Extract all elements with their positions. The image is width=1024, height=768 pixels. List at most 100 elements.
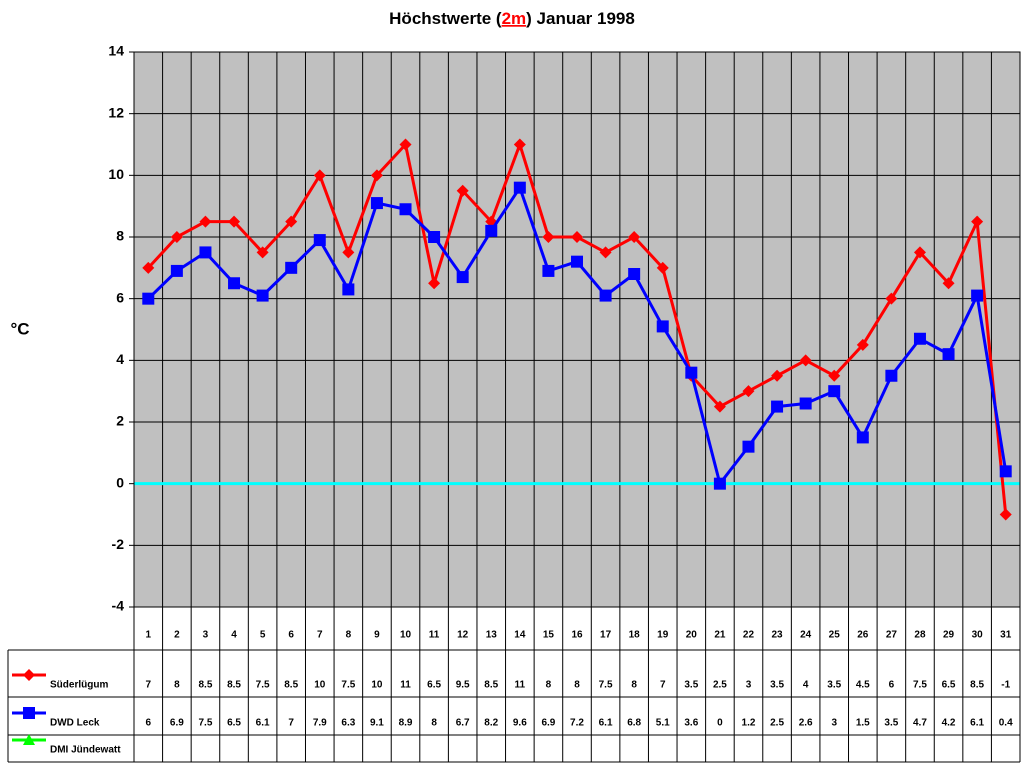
legend-label: DWD Leck — [50, 718, 100, 729]
table-value: 8.5 — [198, 680, 212, 691]
table-value: 6.5 — [227, 718, 241, 729]
marker — [656, 320, 669, 333]
table-value: 7.5 — [913, 680, 927, 691]
x-tick-label: 30 — [972, 630, 984, 641]
marker — [799, 397, 812, 410]
y-tick-label: 10 — [108, 166, 124, 182]
table-value: 6.5 — [427, 680, 441, 691]
table-value: 6.5 — [942, 680, 956, 691]
x-tick-label: 12 — [457, 630, 469, 641]
table-value: 8.2 — [484, 718, 498, 729]
table-value: 7.5 — [198, 718, 212, 729]
marker — [599, 289, 612, 302]
marker — [142, 261, 155, 274]
x-tick-label: 18 — [629, 630, 641, 641]
table-value: 7.9 — [313, 718, 327, 729]
y-tick-label: -4 — [112, 598, 125, 614]
table-value: 6.3 — [341, 718, 355, 729]
table-value: 4.5 — [856, 680, 870, 691]
table-value: 0.4 — [999, 718, 1013, 729]
y-tick-label: 2 — [116, 413, 124, 429]
table-value: 8 — [631, 680, 637, 691]
table-value: 8.9 — [399, 718, 413, 729]
marker — [542, 264, 555, 277]
table-value: 3.5 — [827, 680, 841, 691]
x-tick-label: 2 — [174, 630, 180, 641]
table-value: 3.5 — [884, 718, 898, 729]
marker — [628, 231, 641, 243]
marker — [170, 264, 183, 277]
table-value: 9.5 — [456, 680, 470, 691]
marker — [628, 268, 641, 280]
marker — [513, 181, 526, 194]
marker — [913, 246, 926, 259]
marker — [399, 138, 412, 151]
table-value: 2.5 — [713, 680, 727, 691]
marker — [971, 289, 984, 302]
marker — [999, 465, 1012, 478]
table-value: 11 — [400, 680, 411, 691]
x-tick-label: 8 — [346, 630, 352, 641]
marker — [599, 246, 612, 259]
table-value: 3.5 — [770, 680, 784, 691]
table-value: 6.1 — [970, 718, 984, 729]
legend-marker — [23, 734, 35, 745]
x-tick-label: 26 — [857, 630, 869, 641]
marker — [571, 231, 583, 243]
x-tick-label: 17 — [600, 630, 612, 641]
x-tick-label: 23 — [772, 630, 784, 641]
table-value: 9.1 — [370, 718, 384, 729]
table-value: 6.9 — [170, 718, 184, 729]
table-value: 8.5 — [284, 680, 298, 691]
x-tick-label: 24 — [800, 630, 812, 641]
x-tick-label: 15 — [543, 630, 555, 641]
table-value: 8.5 — [970, 680, 984, 691]
marker — [170, 231, 183, 243]
table-value: 7.2 — [570, 718, 584, 729]
table-value: 2.5 — [770, 718, 784, 729]
y-tick-label: 8 — [116, 228, 124, 244]
marker — [228, 215, 241, 228]
legend-label: Süderlügum — [50, 680, 108, 691]
y-tick-label: 4 — [116, 351, 124, 367]
marker — [713, 400, 726, 413]
x-tick-label: 4 — [231, 630, 237, 641]
x-tick-label: 22 — [743, 630, 755, 641]
marker — [771, 400, 784, 413]
x-tick-label: 28 — [914, 630, 926, 641]
table-value: 5.1 — [656, 718, 670, 729]
marker — [942, 348, 955, 361]
marker — [713, 477, 726, 490]
table-value: 6 — [889, 680, 895, 691]
marker — [456, 271, 469, 284]
marker — [485, 224, 498, 237]
table-value: -1 — [1001, 680, 1010, 691]
x-tick-label: 21 — [714, 630, 726, 641]
x-tick-label: 11 — [429, 630, 440, 641]
x-tick-label: 3 — [203, 630, 209, 641]
table-value: 8 — [574, 680, 580, 691]
chart-title: Höchstwerte (2m) Januar 1998 — [389, 9, 635, 28]
table-value: 4 — [803, 680, 809, 691]
marker — [428, 231, 441, 243]
table-value: 3 — [746, 680, 752, 691]
marker — [828, 385, 841, 398]
title-part: ) Januar 1998 — [526, 9, 635, 28]
legend-marker — [23, 707, 35, 719]
table-value: 10 — [314, 680, 326, 691]
marker — [971, 215, 984, 228]
y-axis-label: °C — [10, 319, 29, 338]
table-value: 3 — [831, 718, 837, 729]
table-value: 0 — [717, 718, 723, 729]
table-value: 8.5 — [484, 680, 498, 691]
x-tick-label: 29 — [943, 630, 955, 641]
x-tick-label: 31 — [1000, 630, 1012, 641]
plot-area — [133, 51, 1021, 608]
marker — [513, 138, 526, 151]
marker — [199, 215, 212, 228]
marker — [342, 283, 355, 296]
y-tick-label: 0 — [116, 474, 124, 490]
title-part: 2m — [502, 9, 527, 28]
y-tick-label: -2 — [112, 536, 125, 552]
